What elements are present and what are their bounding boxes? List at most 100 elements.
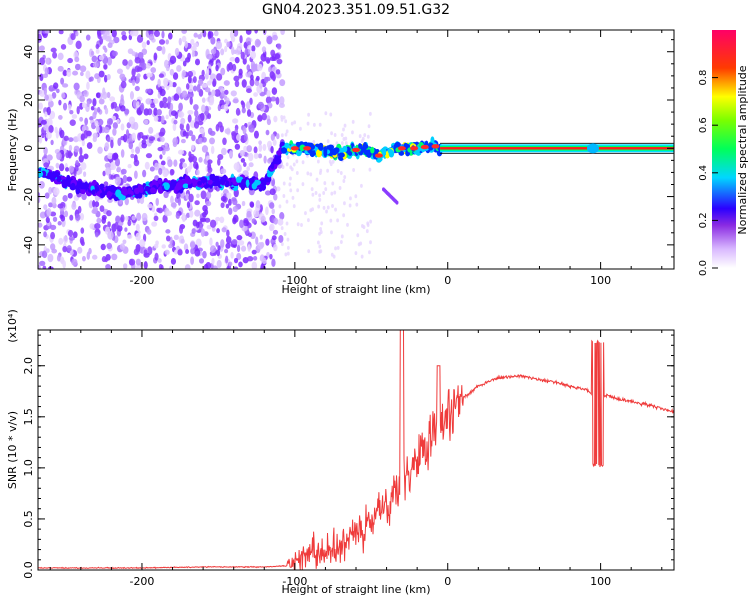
spectrogram-noise-cell — [244, 48, 249, 56]
spectrogram-noise-cell — [307, 249, 311, 254]
spectrogram-noise-cell — [232, 98, 239, 104]
spectrogram-noise-cell — [188, 91, 194, 99]
spectrogram-noise-cell — [307, 112, 310, 117]
spectrogram-noise-cell — [360, 183, 363, 188]
spectrogram-noise-cell — [115, 215, 121, 224]
spectrogram-noise-cell — [143, 249, 148, 255]
spectrogram-noise-cell — [274, 53, 281, 60]
spectrogram-noise-cell — [342, 127, 345, 132]
spectrogram-noise-cell — [220, 48, 225, 56]
spectrogram-noise-cell — [172, 72, 179, 80]
spectrogram-noise-cell — [71, 114, 78, 119]
spectrogram-steady-band-core — [440, 147, 674, 150]
spectrogram-noise-cell — [58, 30, 64, 35]
spectrogram-noise-cell — [248, 152, 254, 162]
spectrogram-noise-cell — [135, 258, 141, 266]
spectrogram-noise-cell — [102, 45, 107, 51]
spectrogram-noise-cell — [243, 145, 248, 152]
spectrogram-noise-cell — [263, 76, 269, 83]
colorbar-tick-label: 0.8 — [698, 70, 709, 86]
spectrogram-noise-cell — [92, 97, 97, 107]
spectrogram-noise-cell — [160, 160, 166, 166]
spectrogram-noise-cell — [292, 204, 296, 209]
spectrogram-noise-cell — [246, 256, 254, 262]
spectrogram-noise-cell — [176, 86, 182, 95]
spectrogram-noise-cell — [196, 193, 200, 199]
spectrogram-noise-cell — [103, 74, 108, 83]
spectrogram-noise-cell — [257, 101, 264, 110]
snr-x-tick-label: 100 — [590, 575, 611, 588]
spectrogram-noise-cell — [130, 75, 137, 83]
spectrogram-noise-cell — [57, 203, 64, 209]
spectrogram-noise-cell — [263, 155, 267, 164]
spectrogram-noise-cell — [212, 78, 217, 87]
spectrogram-noise-cell — [236, 42, 243, 51]
spectrogram-noise-cell — [156, 46, 163, 52]
snr-y-tick-label: 1.5 — [22, 408, 35, 426]
spectrogram-noise-cell — [225, 203, 230, 209]
spectrogram-noise-cell — [111, 253, 118, 261]
spectrogram-ridge-cell — [200, 176, 207, 184]
spectrogram-noise-cell — [258, 140, 262, 145]
spectrogram-noise-cell — [68, 165, 75, 173]
spectrogram-noise-cell — [124, 108, 130, 115]
spectrogram-noise-cell — [98, 98, 105, 105]
spectrogram-noise-cell — [201, 104, 206, 113]
spectrogram-noise-cell — [55, 88, 60, 94]
spectrogram-noise-cell — [66, 69, 72, 78]
spectrogram-noise-cell — [43, 231, 47, 238]
spectrogram-ridge-cell — [245, 179, 250, 187]
spectrogram-ridge-cell — [348, 151, 353, 156]
spectrogram-noise-cell — [79, 65, 87, 73]
spectrogram-noise-cell — [47, 253, 54, 263]
spectrogram-noise-cell — [134, 85, 140, 92]
spectrogram-ridge-cell — [76, 181, 82, 187]
spectrogram-noise-cell — [359, 241, 363, 246]
spectrogram-noise-cell — [100, 243, 106, 251]
spectrogram-noise-cell — [205, 68, 210, 76]
snr-y-tick-label: 2.0 — [22, 357, 35, 375]
spectrogram-noise-cell — [280, 30, 285, 35]
spectrogram-noise-cell — [127, 234, 133, 240]
spectrogram-noise-cell — [280, 226, 284, 231]
spectrogram-ridge-cell — [137, 184, 143, 191]
spectrogram-noise-cell — [46, 154, 53, 161]
spectrogram-noise-cell — [245, 30, 252, 35]
spectrogram-noise-cell — [261, 46, 267, 53]
spectrogram-noise-cell — [279, 212, 285, 220]
spectrogram-noise-cell — [78, 154, 84, 163]
spectrogram-noise-cell — [102, 170, 106, 177]
spectrogram-noise-cell — [146, 40, 150, 46]
spectrogram-noise-cell — [262, 143, 267, 151]
spectrogram-noise-cell — [285, 129, 289, 134]
snr-x-ticks: -200 -100 0 100 — [49, 330, 663, 588]
spectrogram-noise-cell — [129, 258, 136, 266]
spectrogram-noise-cell — [342, 136, 346, 141]
spectrogram-noise-cell — [255, 200, 261, 209]
spectrogram-noise-cell — [231, 46, 235, 56]
spectrogram-noise-cell — [124, 227, 128, 232]
spectrogram-noise-cell — [296, 222, 300, 227]
spectrogram-noise-cell — [148, 126, 154, 134]
spectrogram-noise-cell — [202, 250, 207, 259]
spectrogram-noise-cell — [129, 30, 135, 37]
spectrogram-noise-cell — [133, 170, 138, 180]
spectrogram-noise-cell — [62, 195, 68, 202]
spectrogram-noise-cell — [340, 132, 344, 137]
spectrogram-noise-cell — [247, 244, 251, 252]
spectrogram-noise-cell — [57, 65, 64, 72]
spectrogram-noise-cell — [127, 163, 132, 169]
spectrogram-noise-cell — [240, 158, 246, 163]
spectrogram-noise-cell — [212, 265, 218, 269]
spectrogram-noise-cell — [343, 201, 346, 206]
spectrogram-noise-cell — [336, 245, 340, 250]
spectrogram-noise-cell — [94, 120, 99, 127]
spectrogram-noise-cell — [271, 258, 276, 268]
spectrogram-noise-cell — [230, 90, 237, 97]
spectrogram-noise-cell — [289, 188, 293, 193]
spectrogram-noise-cell — [60, 215, 66, 222]
spectrogram-noise-cell — [128, 141, 134, 150]
spectrogram-noise-cell — [143, 119, 149, 125]
spectrogram-noise-cell — [318, 122, 322, 127]
